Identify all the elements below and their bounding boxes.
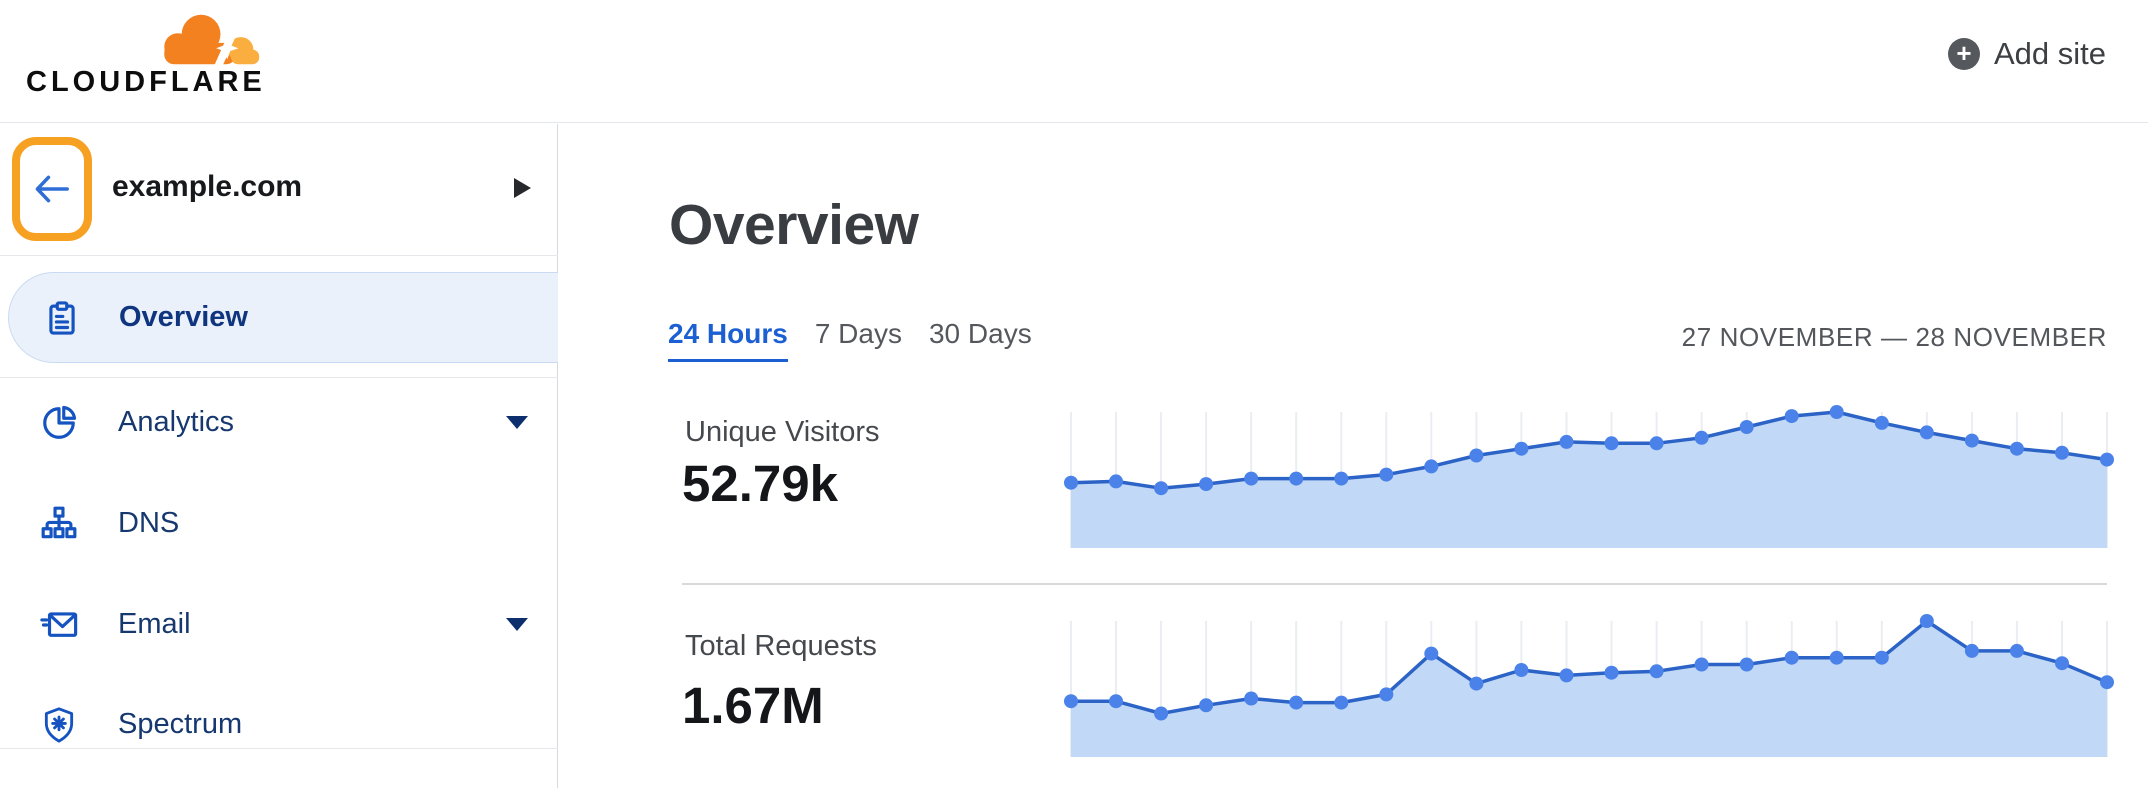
sidebar-divider [0, 377, 558, 378]
cloudflare-cloud-icon [164, 14, 260, 70]
cloudflare-wordmark: CLOUDFLARE [26, 66, 266, 98]
sidebar-item-spectrum[interactable]: Spectrum [0, 674, 558, 775]
unique-visitors-label: Unique Visitors [685, 416, 880, 448]
main-content: Overview 24 Hours 7 Days 30 Days 27 NOVE… [559, 124, 2148, 788]
sidebar-item-overview[interactable]: Overview [8, 272, 558, 363]
sidebar-item-label: Spectrum [118, 708, 243, 740]
plus-icon: + [1947, 38, 1980, 70]
top-header: CLOUDFLARE + Add site [0, 0, 2148, 123]
sidebar-item-label: Email [118, 608, 191, 640]
tab-7-days[interactable]: 7 Days [814, 318, 902, 349]
unique-visitors-sparkline [1058, 398, 2114, 550]
add-site-label: Add site [1993, 36, 2106, 71]
back-arrow-icon[interactable] [31, 168, 73, 210]
sidebar: example.com Overview Analyti [0, 124, 558, 788]
cloudflare-logo[interactable]: CLOUDFLARE [24, 4, 274, 120]
email-icon [40, 606, 78, 644]
network-tree-icon [40, 505, 78, 543]
sidebar-item-dns[interactable]: DNS [0, 473, 558, 574]
add-site-button[interactable]: + Add site [1947, 36, 2106, 72]
annotation-highlight-box [12, 137, 92, 241]
total-requests-value: 1.67M [682, 677, 824, 734]
sidebar-item-label: Overview [119, 301, 248, 333]
unique-visitors-value: 52.79k [682, 455, 838, 512]
shield-icon [40, 706, 78, 744]
chevron-down-icon[interactable] [506, 618, 528, 631]
site-name: example.com [112, 170, 303, 203]
chevron-down-icon[interactable] [506, 416, 528, 429]
sidebar-divider [0, 748, 558, 749]
section-divider [682, 583, 2107, 585]
page-title: Overview [669, 193, 919, 257]
sidebar-item-label: DNS [118, 507, 180, 539]
pie-chart-icon [40, 404, 78, 442]
tab-30-days[interactable]: 30 Days [928, 318, 1032, 349]
clipboard-icon [43, 299, 81, 337]
total-requests-label: Total Requests [685, 630, 877, 662]
date-range: 27 NOVEMBER — 28 NOVEMBER [1681, 322, 2107, 352]
sidebar-divider [0, 255, 558, 256]
sidebar-item-analytics[interactable]: Analytics [0, 372, 558, 473]
total-requests-sparkline [1058, 607, 2114, 759]
tab-24-hours[interactable]: 24 Hours [668, 318, 788, 362]
sidebar-item-email[interactable]: Email [0, 574, 558, 675]
site-expand-caret-icon[interactable] [514, 178, 531, 198]
sidebar-item-label: Analytics [118, 406, 235, 438]
time-range-tabs: 24 Hours 7 Days 30 Days [668, 318, 1032, 362]
